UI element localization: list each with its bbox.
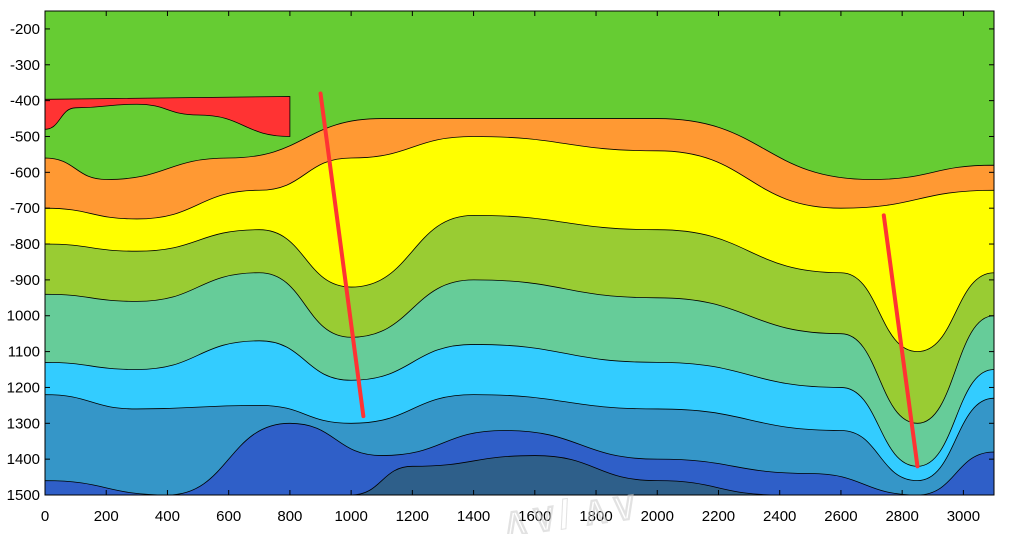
fault-lines [318, 91, 920, 469]
y-tick-label: -500 [10, 128, 40, 145]
y-tick-label: -900 [10, 272, 40, 289]
contour-layers [45, 96, 994, 495]
y-tick-label: 1500 [7, 487, 40, 504]
contour-band-13 [45, 96, 291, 137]
y-tick-label: 1200 [7, 379, 40, 396]
x-tick-label: 400 [155, 508, 180, 525]
x-tick-label: 1600 [518, 508, 551, 525]
y-tick-label: 1300 [7, 415, 40, 432]
x-tick-label: 2400 [763, 508, 796, 525]
contour-band-0 [350, 455, 781, 495]
y-tick-label: -700 [10, 200, 40, 217]
x-tick-label: 1800 [579, 508, 612, 525]
y-tick-label: -200 [10, 21, 40, 38]
x-tick-label: 800 [277, 508, 302, 525]
x-axis: 0 200 400 600 800 1000 1200 1400 1600 1800 2000 220… [41, 11, 980, 525]
y-tick-label: 1000 [7, 308, 40, 325]
y-tick-label: -300 [10, 57, 40, 74]
y-tick-label: -400 [10, 93, 40, 110]
y-tick-label: 1400 [7, 451, 40, 468]
plot-frame [44, 10, 995, 496]
x-tick-label: 1400 [457, 508, 490, 525]
y-tick-label: 1100 [8, 344, 40, 361]
x-tick-label: 600 [216, 508, 241, 525]
x-tick-label: 2600 [824, 508, 857, 525]
x-tick-label: 2200 [702, 508, 735, 525]
x-tick-label: 3000 [947, 508, 980, 525]
x-tick-label: 200 [94, 508, 119, 525]
y-tick-label: -600 [10, 164, 40, 181]
x-tick-label: 2000 [641, 508, 674, 525]
fault-line-1 [318, 91, 366, 419]
x-tick-label: 1000 [334, 508, 367, 525]
y-tick-label: -800 [10, 236, 40, 253]
x-tick-label: 0 [41, 508, 49, 525]
x-tick-label: 1200 [396, 508, 429, 525]
y-axis: -200 -300 -400 -500 -600 -700 -800 -900 1000 1100… [7, 21, 994, 504]
fault-line-2 [881, 213, 920, 469]
x-tick-label: 2800 [885, 508, 918, 525]
